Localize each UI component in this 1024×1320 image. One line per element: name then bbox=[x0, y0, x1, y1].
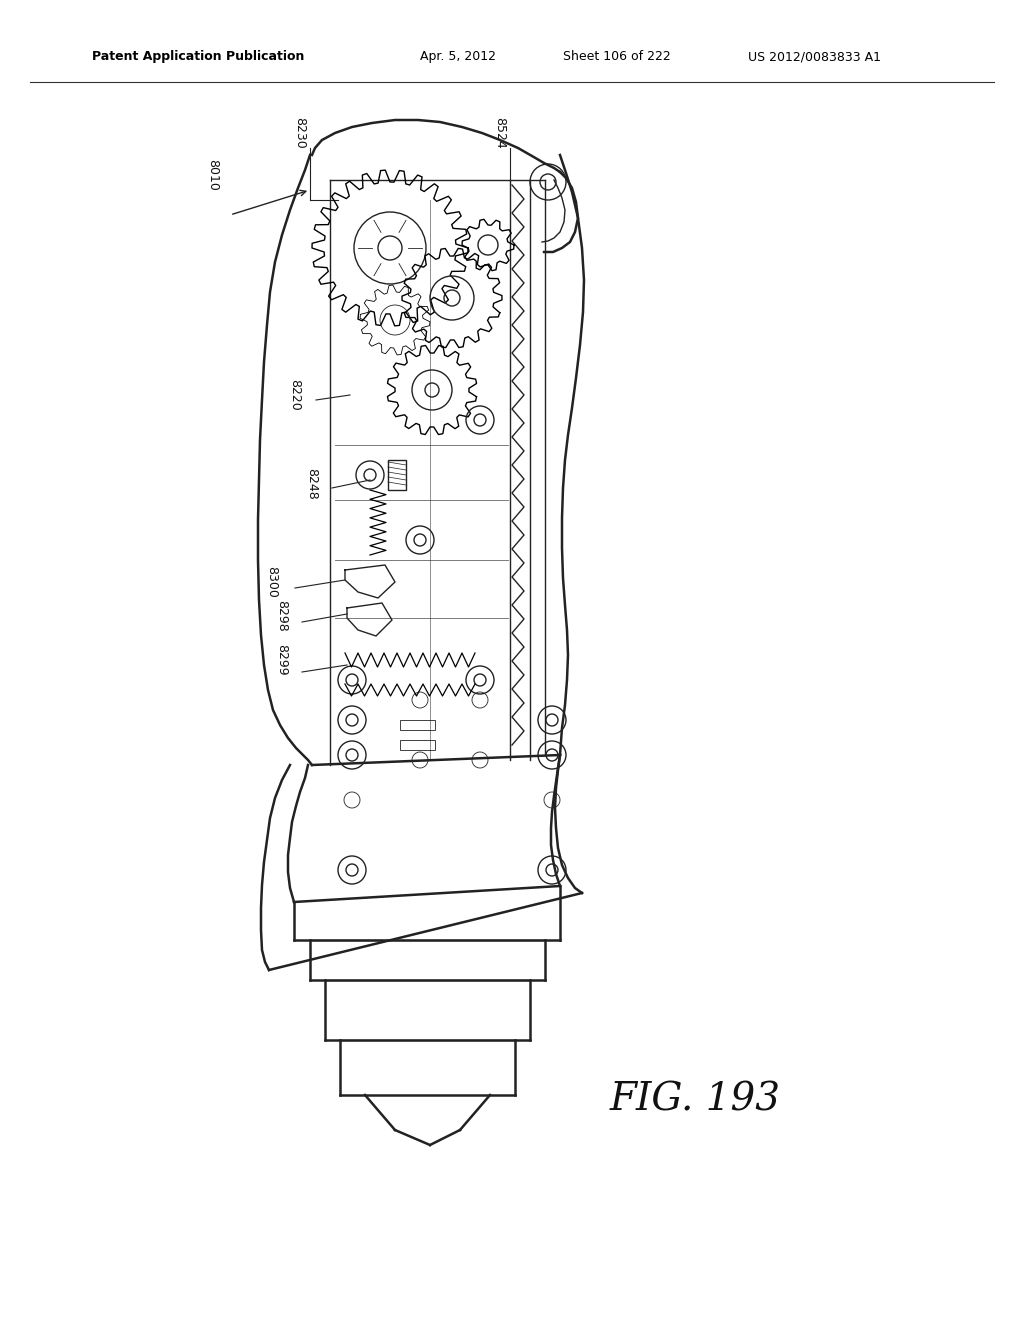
Bar bbox=[400, 719, 435, 730]
Bar bbox=[400, 741, 435, 750]
Text: US 2012/0083833 A1: US 2012/0083833 A1 bbox=[748, 50, 881, 63]
Text: 8248: 8248 bbox=[305, 469, 318, 500]
Text: 8298: 8298 bbox=[275, 601, 289, 632]
Text: Sheet 106 of 222: Sheet 106 of 222 bbox=[563, 50, 671, 63]
Text: Apr. 5, 2012: Apr. 5, 2012 bbox=[420, 50, 496, 63]
Text: Patent Application Publication: Patent Application Publication bbox=[92, 50, 304, 63]
Text: 8220: 8220 bbox=[289, 379, 301, 411]
Text: 8010: 8010 bbox=[207, 160, 219, 191]
Text: 8299: 8299 bbox=[275, 644, 289, 676]
Text: 8524: 8524 bbox=[494, 117, 507, 149]
Bar bbox=[388, 459, 406, 490]
Text: 8300: 8300 bbox=[265, 566, 279, 598]
Text: FIG. 193: FIG. 193 bbox=[610, 1081, 781, 1118]
Text: 8230: 8230 bbox=[294, 117, 306, 149]
